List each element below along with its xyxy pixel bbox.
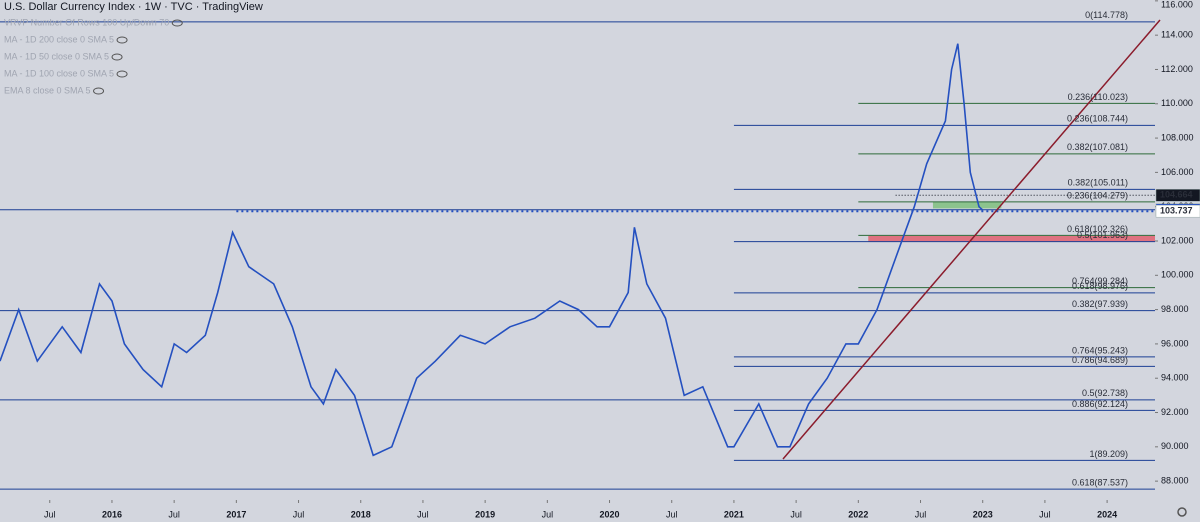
x-tick-label: 2020	[600, 509, 620, 519]
fib-label: 0(114.778)	[1085, 10, 1128, 20]
zone	[868, 235, 1155, 242]
fib-label: 0.618(98.976)	[1072, 281, 1128, 291]
x-tick-label: 2019	[475, 509, 495, 519]
fib-label: 0.382(105.011)	[1068, 178, 1128, 188]
x-tick-label: 2018	[351, 509, 371, 519]
y-tick-label: 108.000	[1161, 132, 1194, 142]
fib-label: 0.382(107.081)	[1067, 142, 1128, 152]
x-tick-label: Jul	[790, 509, 802, 519]
indicator-label: MA - 1D 100 close 0 SMA 5	[4, 68, 114, 78]
fib-label: 0.236(110.023)	[1068, 92, 1128, 102]
y-tick-label: 92.000	[1161, 407, 1189, 417]
fib-label: 0.886(92.124)	[1072, 399, 1128, 409]
visibility-icon[interactable]	[116, 70, 128, 78]
trend-line	[782, 19, 1161, 460]
fib-label: 1(89.209)	[1089, 449, 1128, 459]
x-tick-label: Jul	[44, 509, 56, 519]
fib-label: 0.5(101.963)	[1077, 230, 1128, 240]
y-tick-label: 94.000	[1161, 373, 1189, 383]
fib-label: 0.764(95.243)	[1072, 345, 1128, 355]
y-tick-label: 110.000	[1161, 98, 1193, 108]
x-tick-label: Jul	[666, 509, 678, 519]
x-tick-label: 2022	[848, 509, 868, 519]
x-tick-label: Jul	[1039, 509, 1051, 519]
x-tick-label: Jul	[542, 509, 554, 519]
price-tag-label: 104.664	[1160, 190, 1193, 200]
y-tick-label: 96.000	[1161, 338, 1189, 348]
fib-label: 0.382(97.939)	[1072, 299, 1128, 309]
y-tick-label: 98.000	[1161, 304, 1189, 314]
y-tick-label: 112.000	[1161, 64, 1193, 74]
fib-label: 0.618(102.326)	[1067, 224, 1128, 234]
fib-label: 0.5(92.738)	[1082, 388, 1128, 398]
x-tick-label: 2017	[226, 509, 246, 519]
visibility-icon[interactable]	[93, 87, 105, 95]
chart-title: U.S. Dollar Currency Index · 1W · TVC · …	[4, 1, 263, 13]
y-tick-label: 106.000	[1161, 167, 1194, 177]
indicator-label: MA - 1D 200 close 0 SMA 5	[4, 34, 114, 44]
fib-label: 0.764(99.284)	[1072, 276, 1128, 286]
settings-icon[interactable]	[1177, 507, 1187, 517]
x-tick-label: 2021	[724, 509, 744, 519]
visibility-icon[interactable]	[116, 36, 128, 44]
price-series	[0, 43, 984, 457]
price-tag-label: 103.737	[1160, 206, 1193, 216]
y-tick-label: 88.000	[1161, 476, 1189, 486]
fib-label: 0.236(108.744)	[1067, 114, 1128, 124]
y-tick-label: 90.000	[1161, 441, 1189, 451]
indicator-label: VRVP Number Of Rows 100 Up/Down 70	[4, 17, 169, 27]
x-tick-label: Jul	[915, 509, 927, 519]
visibility-icon[interactable]	[111, 53, 123, 61]
x-tick-label: Jul	[417, 509, 429, 519]
zone	[932, 201, 1002, 209]
y-tick-label: 116.000	[1161, 0, 1193, 9]
x-tick-label: Jul	[293, 509, 305, 519]
y-tick-label: 100.000	[1161, 270, 1194, 280]
legend: U.S. Dollar Currency Index · 1W · TVC · …	[4, 1, 263, 95]
x-tick-label: 2024	[1097, 509, 1117, 519]
fib-label: 0.618(87.537)	[1072, 477, 1128, 487]
visibility-icon[interactable]	[171, 19, 183, 27]
fib-label: 0.236(104.279)	[1067, 190, 1128, 200]
x-tick-label: Jul	[168, 509, 180, 519]
price-tag	[1155, 204, 1200, 218]
indicator-label: EMA 8 close 0 SMA 5	[4, 85, 91, 95]
fib-label: 0.786(94.689)	[1072, 355, 1128, 365]
y-tick-label: 102.000	[1161, 235, 1194, 245]
price-tag	[1155, 189, 1200, 202]
price-axis	[1155, 0, 1200, 522]
indicator-label: MA - 1D 50 close 0 SMA 5	[4, 51, 109, 61]
x-tick-label: 2016	[102, 509, 122, 519]
x-tick-label: 2023	[973, 509, 993, 519]
y-tick-label: 114.000	[1161, 30, 1193, 40]
